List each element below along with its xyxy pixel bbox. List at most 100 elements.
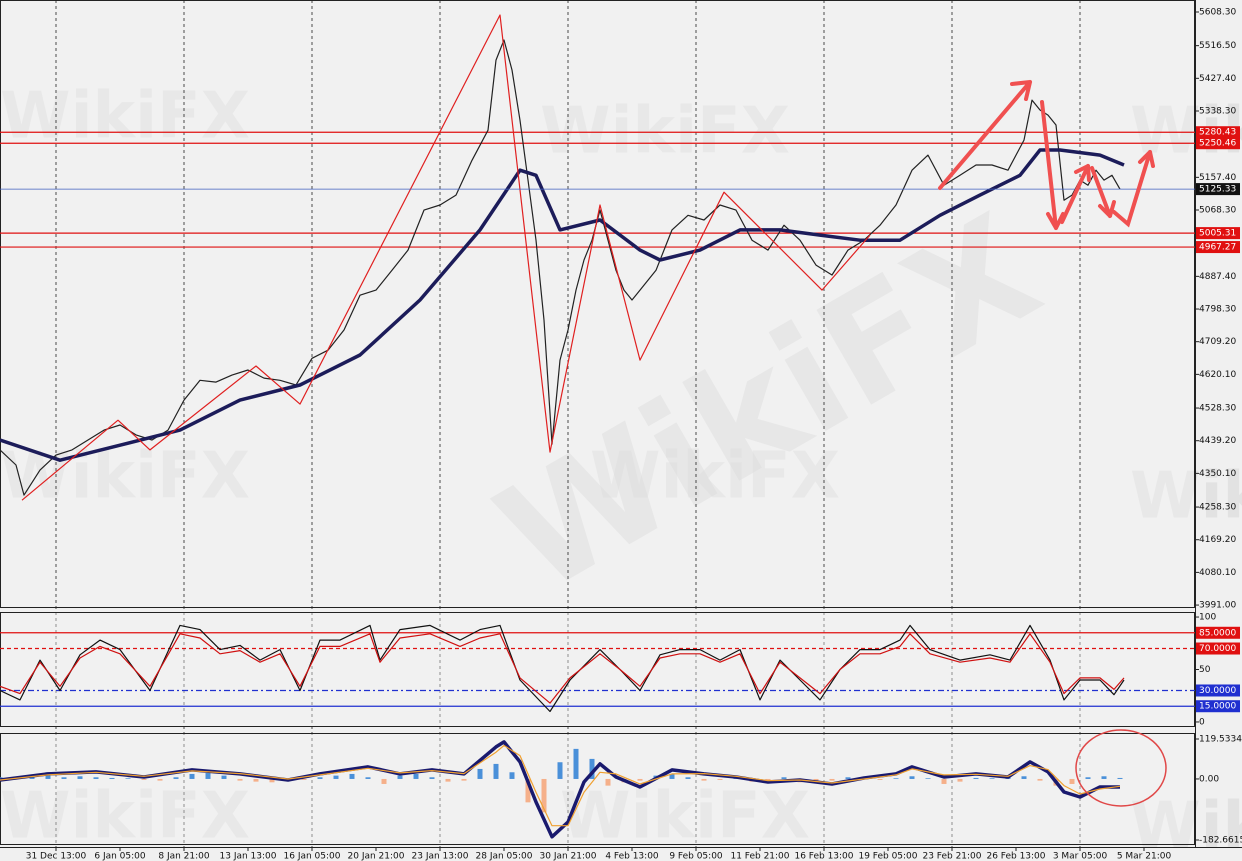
x-tick-label: 16 Feb 13:00 xyxy=(794,852,853,861)
histogram-bar xyxy=(189,773,195,779)
histogram-bar xyxy=(429,777,435,779)
series-line xyxy=(21,14,871,501)
histogram-bar xyxy=(461,778,467,781)
level-label-box xyxy=(1196,126,1240,139)
histogram-bar xyxy=(909,776,915,779)
arrow xyxy=(938,80,1032,190)
histogram-bar xyxy=(845,777,851,779)
arrow xyxy=(1060,164,1091,224)
histogram-bar xyxy=(141,778,147,780)
x-tick-label: 26 Feb 13:00 xyxy=(986,852,1045,861)
series-line xyxy=(0,744,1121,827)
x-tick-label: 31 Dec 13:00 xyxy=(26,852,87,861)
histogram-bar xyxy=(893,778,899,779)
watermark: WikiFX xyxy=(1130,790,1242,861)
histogram-bar xyxy=(77,776,83,779)
y-tick-label: 50 xyxy=(1199,665,1211,675)
histogram-bar xyxy=(989,778,995,779)
arrow xyxy=(1112,150,1155,228)
histogram-bar xyxy=(1021,776,1027,779)
histogram-bar xyxy=(925,778,931,779)
x-tick-label: 20 Jan 21:00 xyxy=(348,852,405,861)
watermark: WikiFX xyxy=(560,780,810,854)
histogram-bar xyxy=(605,778,611,786)
histogram-bar xyxy=(301,778,307,780)
histogram-bar xyxy=(637,778,643,781)
histogram-bar xyxy=(237,778,243,781)
histogram-bar xyxy=(877,778,883,780)
x-tick-label: 5 Mar 21:00 xyxy=(1117,852,1172,861)
series-line xyxy=(0,148,1125,462)
histogram-bar xyxy=(445,778,451,782)
y-tick-label: -182.6615 xyxy=(1199,836,1242,846)
level-label: 85.0000 xyxy=(1199,628,1236,638)
histogram-bar xyxy=(333,775,339,779)
x-tick-label: 23 Feb 21:00 xyxy=(922,852,981,861)
y-tick-label: 4350.10 xyxy=(1199,469,1236,479)
panel xyxy=(0,733,1195,845)
histogram-bar xyxy=(669,773,675,779)
x-tick-label: 6 Jan 05:00 xyxy=(94,852,146,861)
histogram-bar xyxy=(493,763,499,779)
y-tick-label: 5338.30 xyxy=(1199,107,1236,117)
histogram-bar xyxy=(573,748,579,779)
series-line xyxy=(0,624,1125,713)
x-tick-label: 8 Jan 21:00 xyxy=(158,852,210,861)
y-tick-label: 4258.30 xyxy=(1199,503,1236,513)
last-price-label: 5125.33 xyxy=(1199,185,1236,195)
level-label: 4967.27 xyxy=(1199,243,1236,253)
histogram-bar xyxy=(557,762,563,779)
histogram-bar xyxy=(477,768,483,779)
histogram-bar xyxy=(781,777,787,779)
x-tick-label: 30 Jan 21:00 xyxy=(540,852,597,861)
x-tick-label: 23 Jan 13:00 xyxy=(412,852,469,861)
panel xyxy=(0,612,1195,727)
level-label: 5005.31 xyxy=(1199,229,1236,239)
histogram-bar xyxy=(157,778,163,781)
histogram-bar xyxy=(173,777,179,779)
level-label: 5280.43 xyxy=(1199,128,1236,138)
histogram-bar xyxy=(509,772,515,779)
x-tick-label: 19 Feb 05:00 xyxy=(858,852,917,861)
series-line xyxy=(0,633,1125,704)
histogram-bar xyxy=(589,758,595,779)
histogram-bar xyxy=(1037,778,1043,781)
highlight-ellipse xyxy=(1075,729,1167,807)
histogram-bar xyxy=(269,778,275,783)
histogram-bar xyxy=(717,778,723,780)
y-tick-label: 4620.10 xyxy=(1199,370,1236,380)
level-label-box xyxy=(1196,642,1240,655)
histogram-bar xyxy=(365,777,371,779)
x-tick-label: 9 Feb 05:00 xyxy=(669,852,723,861)
y-tick-label: 4080.10 xyxy=(1199,568,1236,578)
histogram-bar xyxy=(317,777,323,779)
y-tick-label: 4169.20 xyxy=(1199,535,1236,545)
histogram-bar xyxy=(765,778,771,780)
histogram-bar xyxy=(381,778,387,784)
histogram-bar xyxy=(1117,777,1123,779)
watermark: WikiFX xyxy=(0,440,250,514)
arrow xyxy=(1040,100,1065,230)
y-tick-label: 4439.20 xyxy=(1199,436,1236,446)
histogram-bar xyxy=(941,778,947,784)
level-label-box xyxy=(1196,684,1240,697)
y-tick-label: 5427.40 xyxy=(1199,74,1236,84)
y-tick-label: 4798.30 xyxy=(1199,305,1236,315)
x-tick-label: 13 Jan 13:00 xyxy=(220,852,277,861)
histogram-bar xyxy=(109,777,115,779)
y-tick-label: 5608.30 xyxy=(1199,7,1236,17)
y-tick-label: 4528.30 xyxy=(1199,404,1236,414)
level-label-box xyxy=(1196,137,1240,150)
histogram-bar xyxy=(701,778,707,781)
panel xyxy=(0,0,1195,608)
y-tick-label: 119.5334 xyxy=(1199,735,1242,745)
level-label-box xyxy=(1196,227,1240,240)
x-tick-label: 4 Feb 13:00 xyxy=(605,852,659,861)
histogram-bar xyxy=(541,778,547,813)
y-tick-label: 5516.50 xyxy=(1199,41,1236,51)
histogram-bar xyxy=(253,778,259,782)
x-tick-label: 28 Jan 05:00 xyxy=(476,852,533,861)
arrow xyxy=(1090,166,1116,218)
